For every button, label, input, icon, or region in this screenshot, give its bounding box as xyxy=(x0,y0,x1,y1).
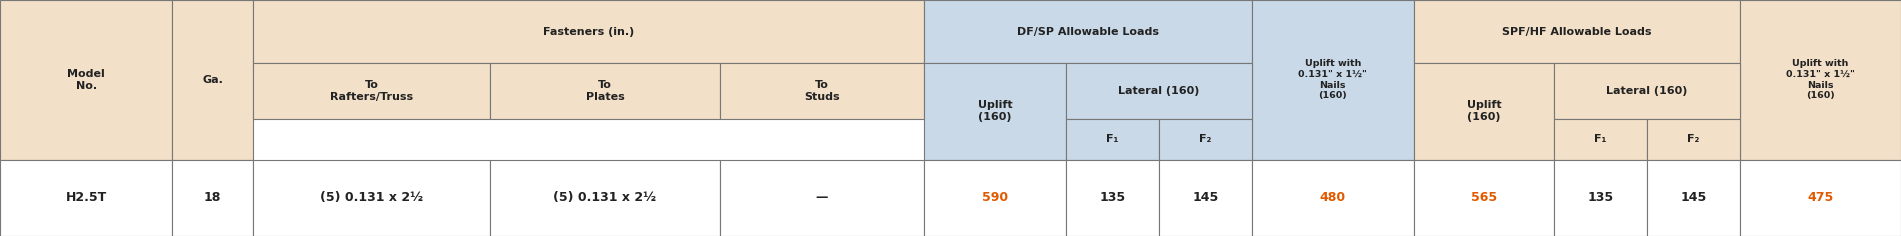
Text: F₁: F₁ xyxy=(1595,134,1606,144)
Bar xyxy=(1160,119,1251,160)
Text: To
Plates: To Plates xyxy=(586,80,624,102)
Text: 135: 135 xyxy=(1099,191,1125,204)
Text: Uplift
(160): Uplift (160) xyxy=(977,100,1013,122)
Text: Lateral (160): Lateral (160) xyxy=(1606,86,1688,96)
Text: Lateral (160): Lateral (160) xyxy=(1118,86,1200,96)
Text: Fasteners (in.): Fasteners (in.) xyxy=(542,26,633,37)
Bar xyxy=(1251,0,1414,160)
Bar xyxy=(253,0,924,63)
Text: Uplift with
0.131" x 1½"
Nails
(160): Uplift with 0.131" x 1½" Nails (160) xyxy=(1298,59,1367,101)
Bar xyxy=(173,0,253,160)
Text: H2.5T: H2.5T xyxy=(65,191,106,204)
Text: —: — xyxy=(816,191,827,204)
Text: SPF/HF Allowable Loads: SPF/HF Allowable Loads xyxy=(1502,26,1652,37)
Bar xyxy=(924,160,1066,236)
Text: 135: 135 xyxy=(1587,191,1614,204)
Text: Model
No.: Model No. xyxy=(67,69,105,91)
Text: 475: 475 xyxy=(1808,191,1833,204)
Bar xyxy=(720,160,924,236)
Bar xyxy=(1555,63,1739,119)
Bar xyxy=(1414,63,1555,160)
Text: Ga.: Ga. xyxy=(202,75,222,85)
Bar xyxy=(924,0,1251,63)
Bar xyxy=(1251,160,1414,236)
Text: F₂: F₂ xyxy=(1686,134,1699,144)
Bar xyxy=(490,160,720,236)
Text: (5) 0.131 x 2½: (5) 0.131 x 2½ xyxy=(553,191,656,204)
Text: 590: 590 xyxy=(983,191,1008,204)
Text: F₂: F₂ xyxy=(1200,134,1211,144)
Bar xyxy=(1646,160,1739,236)
Bar xyxy=(1414,0,1739,63)
Text: F₁: F₁ xyxy=(1106,134,1120,144)
Text: Uplift
(160): Uplift (160) xyxy=(1468,100,1502,122)
Bar xyxy=(1739,160,1901,236)
Bar xyxy=(1160,160,1251,236)
Text: 480: 480 xyxy=(1319,191,1346,204)
Text: 145: 145 xyxy=(1192,191,1219,204)
Bar xyxy=(173,160,253,236)
Text: To
Rafters/Truss: To Rafters/Truss xyxy=(331,80,413,102)
Bar xyxy=(1555,119,1646,160)
Bar xyxy=(720,63,924,119)
Bar xyxy=(1066,119,1160,160)
Text: To
Studs: To Studs xyxy=(804,80,840,102)
Text: 145: 145 xyxy=(1680,191,1707,204)
Bar xyxy=(1646,119,1739,160)
Bar xyxy=(0,0,173,160)
Bar xyxy=(924,63,1066,160)
Bar xyxy=(1414,160,1555,236)
Bar xyxy=(253,160,490,236)
Bar xyxy=(0,160,173,236)
Text: 18: 18 xyxy=(203,191,221,204)
Text: (5) 0.131 x 2½: (5) 0.131 x 2½ xyxy=(319,191,424,204)
Text: DF/SP Allowable Loads: DF/SP Allowable Loads xyxy=(1017,26,1158,37)
Bar xyxy=(1066,160,1160,236)
Bar xyxy=(490,63,720,119)
Text: Uplift with
0.131" x 1½"
Nails
(160): Uplift with 0.131" x 1½" Nails (160) xyxy=(1785,59,1855,101)
Bar xyxy=(1739,0,1901,160)
Bar xyxy=(1555,160,1646,236)
Bar xyxy=(1066,63,1251,119)
Bar xyxy=(253,63,490,119)
Text: 565: 565 xyxy=(1471,191,1498,204)
